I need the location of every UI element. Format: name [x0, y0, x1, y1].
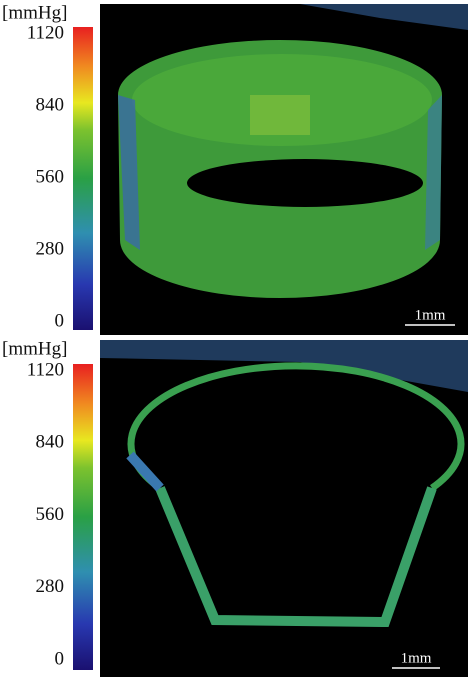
scale-bar-label: 1mm: [401, 650, 432, 666]
tick-label: 0: [55, 310, 65, 331]
panel-image: [100, 340, 468, 677]
panel-image: [100, 4, 468, 335]
unit-label: [mmHg]: [2, 2, 67, 23]
scale-bar-label: 1mm: [415, 307, 446, 323]
tick-label: 560: [36, 166, 65, 187]
tick-label: 840: [36, 432, 65, 453]
page: {"panels": [ {"unit": "[mmHg]", "ticks":…: [0, 0, 468, 677]
tick-label: 0: [55, 648, 65, 669]
colorbar: [73, 27, 93, 330]
tick-label: 280: [36, 238, 65, 259]
tick-label: 560: [36, 504, 65, 525]
unit-label: [mmHg]: [2, 338, 67, 359]
colorbar: [73, 364, 93, 670]
tick-label: 280: [36, 576, 65, 597]
tick-label: 1120: [27, 359, 64, 380]
tick-label: 1120: [27, 22, 64, 43]
tick-label: 840: [36, 94, 65, 115]
figure: [mmHg]112084056028001mm[mmHg]11208405602…: [0, 0, 468, 677]
